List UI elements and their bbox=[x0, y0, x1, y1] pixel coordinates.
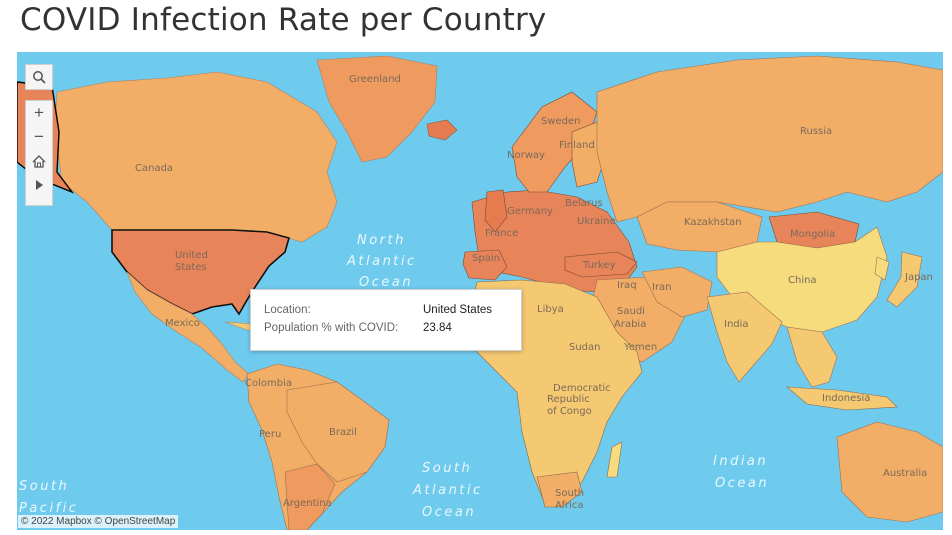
country-madagascar[interactable] bbox=[606, 441, 623, 478]
country-indonesia[interactable] bbox=[786, 386, 898, 411]
label-argentina: Argentina bbox=[283, 498, 332, 509]
label-south-africa-2: Africa bbox=[555, 500, 584, 511]
tooltip-location-value: United States bbox=[423, 304, 493, 316]
ocean-label-south-atlantic-2: Atlantic bbox=[412, 483, 483, 498]
country-united-kingdom[interactable] bbox=[484, 189, 508, 233]
label-indonesia: Indonesia bbox=[822, 393, 870, 404]
label-china: China bbox=[788, 275, 817, 286]
label-japan: Japan bbox=[904, 272, 933, 283]
label-libya: Libya bbox=[537, 304, 564, 315]
zoom-in-button[interactable]: + bbox=[34, 103, 44, 122]
ocean-label-south-atlantic-1: South bbox=[422, 461, 472, 476]
map-tooltip: Location: United States Population % wit… bbox=[250, 289, 522, 351]
home-button[interactable] bbox=[26, 149, 52, 173]
search-icon bbox=[33, 71, 46, 84]
country-japan[interactable] bbox=[886, 251, 923, 308]
zoom-toolbar: + − bbox=[25, 100, 53, 206]
label-turkey: Turkey bbox=[582, 260, 616, 271]
label-yemen: Yemen bbox=[623, 342, 657, 353]
map-search-button[interactable] bbox=[25, 64, 53, 90]
label-brazil: Brazil bbox=[329, 427, 357, 438]
ocean-label-indian-1: Indian bbox=[713, 454, 768, 469]
pan-mode-button[interactable] bbox=[26, 173, 52, 197]
label-belarus: Belarus bbox=[565, 198, 603, 209]
label-united-states-2: States bbox=[175, 262, 207, 273]
region-southeast-asia[interactable] bbox=[786, 326, 838, 388]
label-india: India bbox=[724, 319, 749, 330]
label-spain: Spain bbox=[472, 253, 500, 264]
label-dr-congo-2: Republic bbox=[547, 394, 590, 405]
label-sudan: Sudan bbox=[569, 342, 601, 353]
page-title: COVID Infection Rate per Country bbox=[20, 2, 547, 38]
label-colombia: Colombia bbox=[245, 378, 292, 389]
label-mongolia: Mongolia bbox=[790, 229, 835, 240]
country-turkey[interactable] bbox=[564, 251, 638, 278]
country-korea[interactable] bbox=[874, 256, 890, 281]
ocean-label-south-atlantic-3: Ocean bbox=[422, 505, 476, 520]
label-south-africa-1: South bbox=[555, 488, 584, 499]
label-iraq: Iraq bbox=[617, 280, 637, 291]
label-australia: Australia bbox=[883, 468, 927, 479]
map-attribution[interactable]: © 2022 Mapbox © OpenStreetMap bbox=[18, 515, 179, 528]
ocean-label-south-pacific-1: South bbox=[19, 479, 69, 494]
label-mexico: Mexico bbox=[165, 318, 200, 329]
ocean-label-north-atlantic-1: North bbox=[357, 233, 406, 248]
zoom-out-button[interactable]: − bbox=[34, 127, 44, 146]
play-arrow-icon bbox=[36, 180, 43, 190]
country-india[interactable] bbox=[706, 291, 783, 383]
label-peru: Peru bbox=[259, 429, 281, 440]
label-dr-congo-3: of Congo bbox=[547, 406, 592, 417]
label-kazakhstan: Kazakhstan bbox=[684, 217, 742, 228]
country-iceland[interactable] bbox=[426, 119, 458, 141]
ocean-label-north-atlantic-3: Ocean bbox=[359, 275, 413, 290]
country-russia[interactable] bbox=[596, 55, 943, 223]
country-brazil[interactable] bbox=[286, 381, 390, 483]
label-saudi-arabia-2: Arabia bbox=[614, 319, 646, 330]
label-russia: Russia bbox=[800, 126, 832, 137]
label-iran: Iran bbox=[652, 282, 672, 293]
country-canada[interactable] bbox=[54, 71, 338, 243]
label-dr-congo-1: Democratic bbox=[553, 383, 611, 394]
label-germany: Germany bbox=[507, 206, 553, 217]
country-south-africa[interactable] bbox=[536, 471, 583, 508]
country-greenland[interactable] bbox=[316, 55, 438, 163]
label-finland: Finland bbox=[559, 140, 595, 151]
country-argentina[interactable] bbox=[284, 463, 336, 530]
label-greenland: Greenland bbox=[349, 74, 401, 85]
label-saudi-arabia-1: Saudi bbox=[617, 306, 645, 317]
ocean-label-indian-2: Ocean bbox=[715, 476, 769, 491]
country-spain[interactable] bbox=[462, 249, 508, 281]
ocean-label-north-atlantic-2: Atlantic bbox=[346, 254, 417, 269]
label-canada: Canada bbox=[135, 163, 173, 174]
label-united-states-1: United bbox=[175, 250, 208, 261]
ocean-label-south-pacific-2: Pacific bbox=[19, 501, 78, 516]
tooltip-metric-value: 23.84 bbox=[423, 322, 452, 334]
tooltip-location-label: Location: bbox=[264, 304, 311, 316]
country-iran[interactable] bbox=[641, 266, 713, 318]
label-sweden: Sweden bbox=[541, 116, 581, 127]
home-icon bbox=[32, 154, 46, 168]
tooltip-metric-label: Population % with COVID: bbox=[264, 322, 399, 334]
label-norway: Norway bbox=[507, 150, 545, 161]
country-australia[interactable] bbox=[836, 421, 943, 523]
label-ukraine: Ukraine bbox=[577, 216, 616, 227]
label-france: France bbox=[485, 228, 518, 239]
